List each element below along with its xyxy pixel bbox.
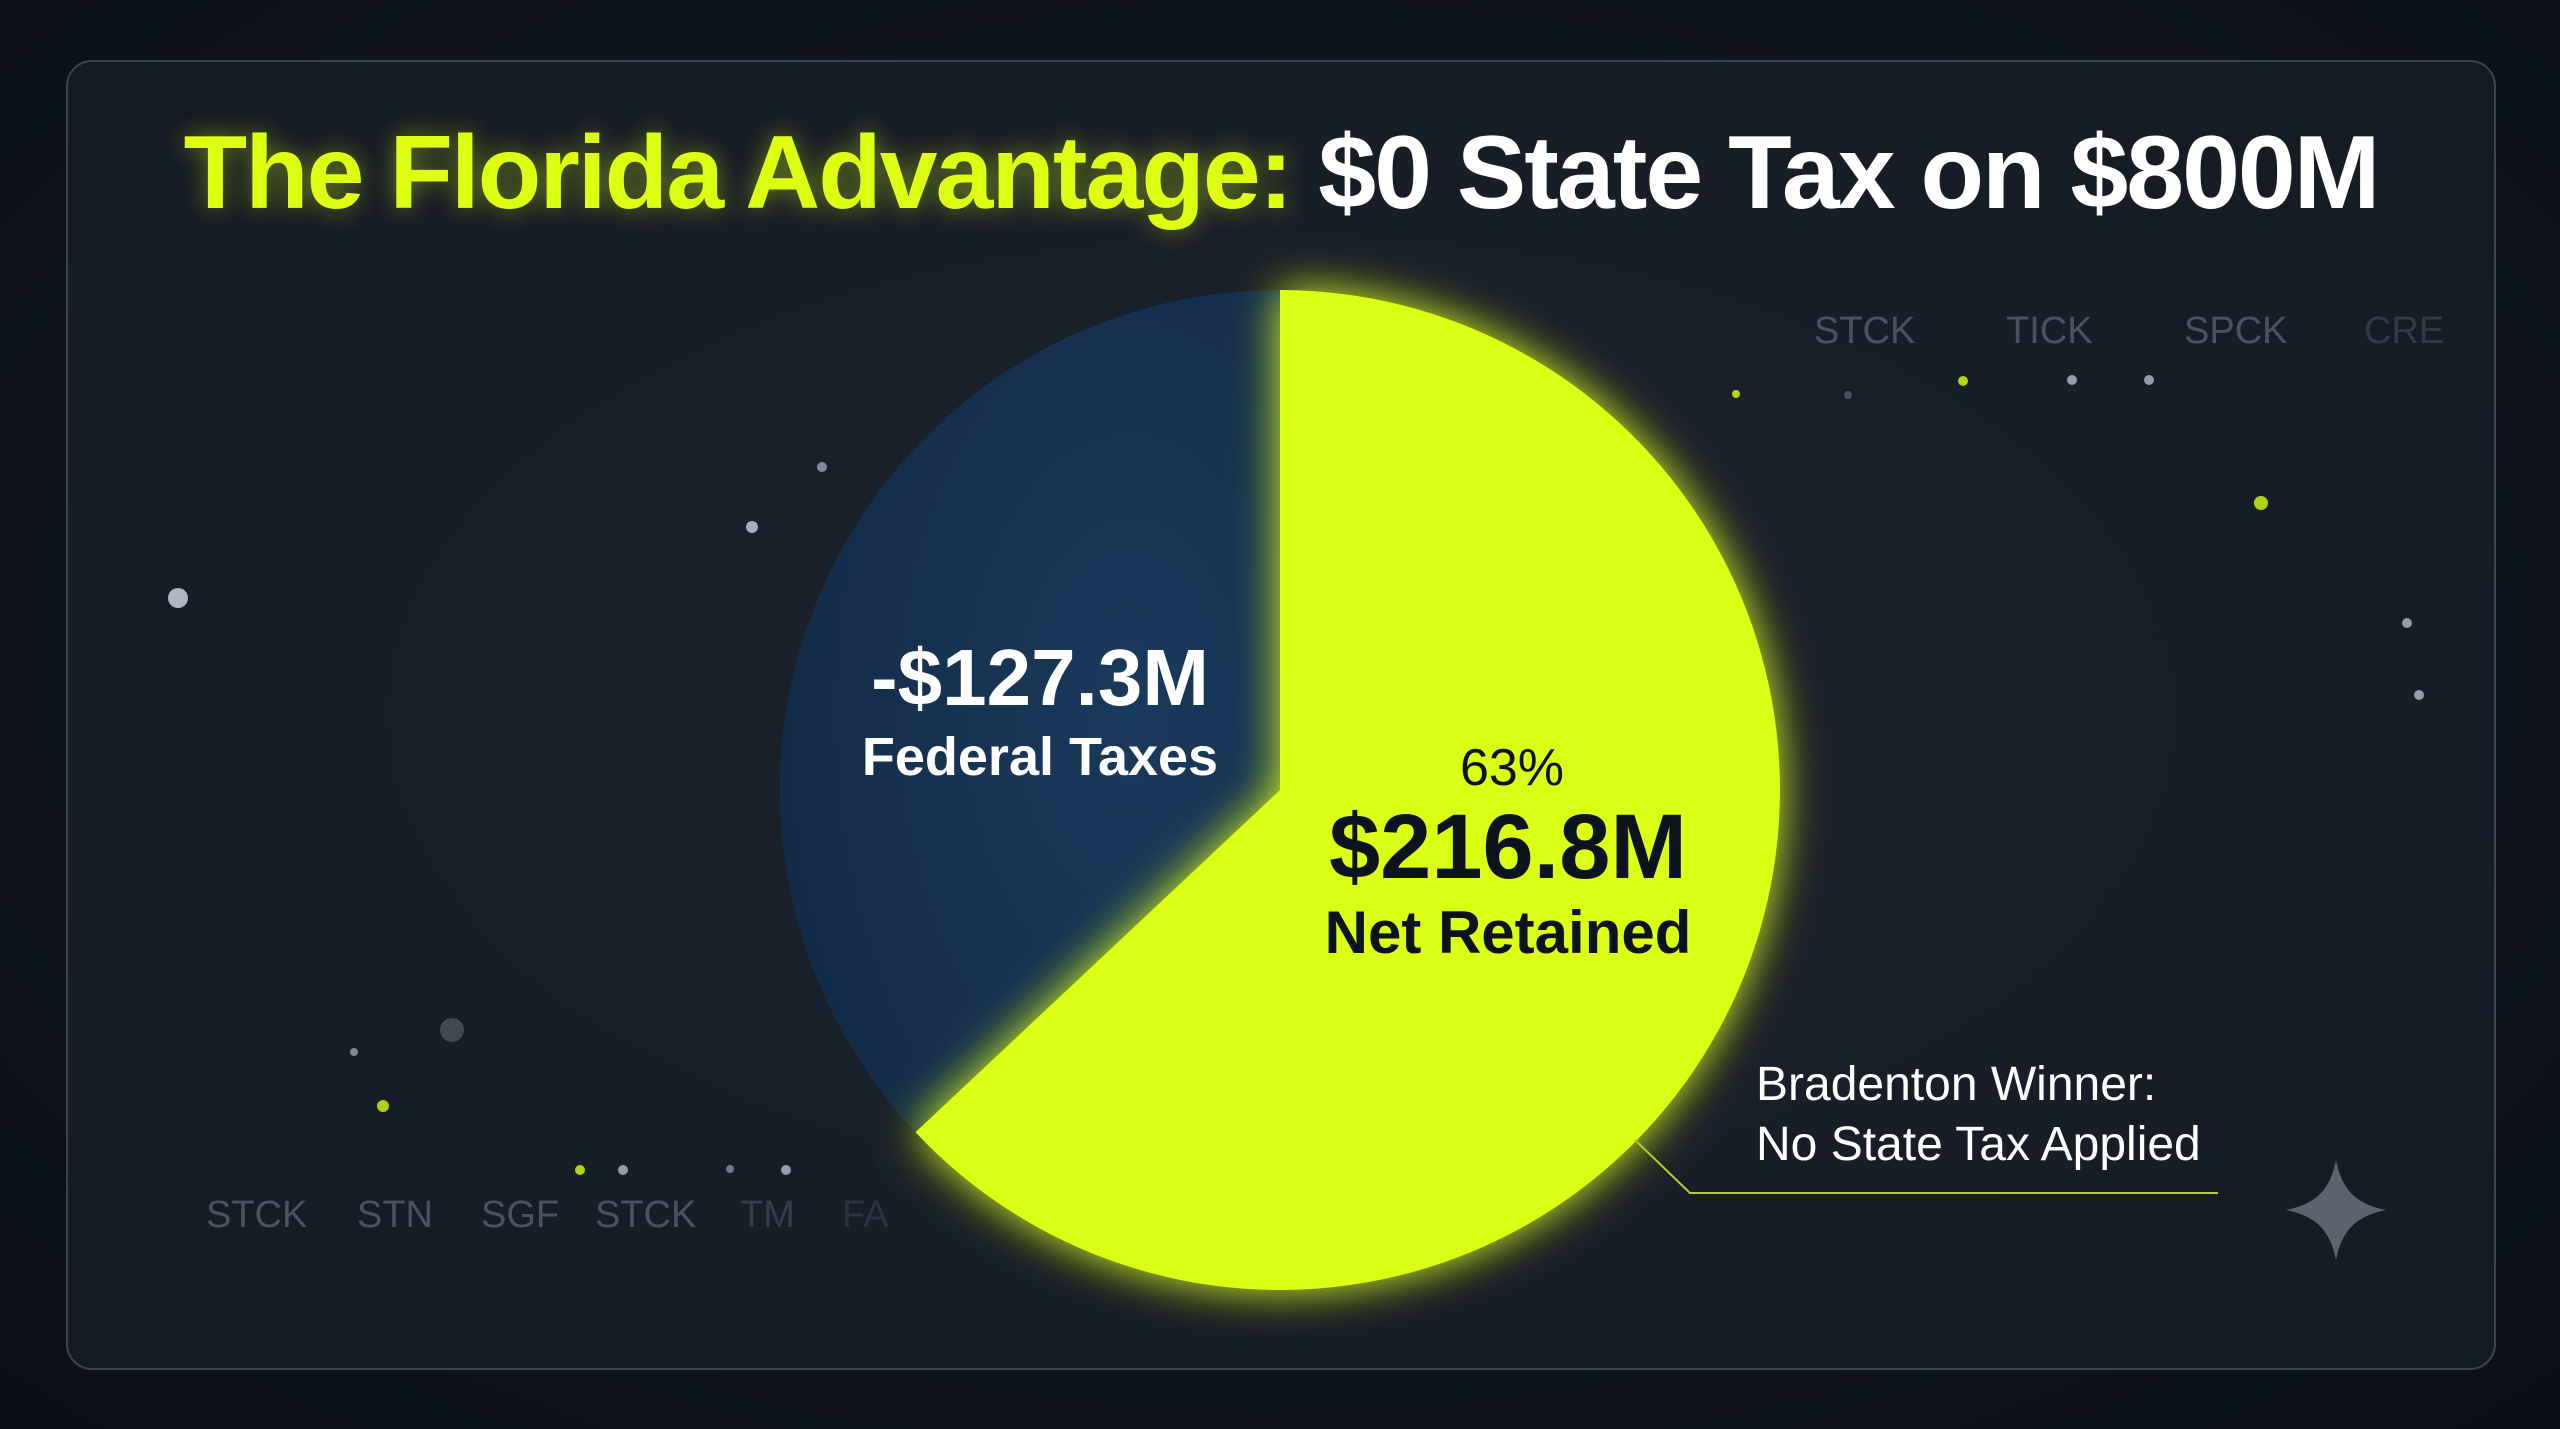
annotation-leader-line <box>1634 1139 2218 1194</box>
annotation-line-2: No State Tax Applied <box>1756 1118 2201 1171</box>
dot <box>2067 375 2077 385</box>
ticker-label: STCK <box>206 1194 307 1236</box>
slice-value-label-federal: -$127.3M <box>871 633 1209 722</box>
dot <box>2414 690 2424 700</box>
dot <box>1732 390 1740 398</box>
sparkle-icon <box>2286 1160 2386 1260</box>
tickers-top: STCK TICK SPCK CRE <box>1814 310 2444 352</box>
ticker-label: CRE <box>2364 310 2444 352</box>
dot <box>2144 375 2154 385</box>
dot <box>1958 376 1968 386</box>
dot <box>781 1165 791 1175</box>
title-rest: $0 State Tax on $800M <box>1291 115 2380 231</box>
dot <box>440 1018 464 1042</box>
slice-name-label-federal: Federal Taxes <box>862 727 1218 787</box>
ticker-label: SPCK <box>2184 310 2287 352</box>
ticker-label: STN <box>357 1194 433 1236</box>
dot <box>2402 618 2412 628</box>
slice-name-label-net: Net Retained <box>1325 899 1692 966</box>
pie-slice-net-retained <box>915 290 1780 1290</box>
slice-value-label-net: $216.8M <box>1329 796 1687 898</box>
dot <box>746 521 758 533</box>
dot <box>817 462 827 472</box>
ticker-label: TICK <box>2006 310 2093 352</box>
ticker-label: SGF <box>481 1194 559 1236</box>
ticker-label: TM <box>740 1194 795 1236</box>
dot <box>350 1048 358 1056</box>
pie-slice-federal-taxes <box>779 290 1280 1133</box>
dot <box>618 1165 628 1175</box>
dot <box>2254 496 2268 510</box>
title-accent: The Florida Advantage: <box>183 115 1294 231</box>
dot <box>377 1100 389 1112</box>
tickers-bottom: STCK STN SGF STCK TM FA <box>206 1194 889 1236</box>
dot <box>575 1165 585 1175</box>
ticker-label: FA <box>842 1194 889 1236</box>
dot <box>1844 391 1852 399</box>
decorative-dots <box>168 375 2424 1175</box>
ticker-label: STCK <box>595 1194 696 1236</box>
ticker-label: STCK <box>1814 310 1915 352</box>
dot <box>726 1165 734 1173</box>
dot <box>168 588 188 608</box>
slice-percent-label-net: 63% <box>1460 739 1564 797</box>
chart-title: The Florida Advantage: $0 State Tax on $… <box>68 114 2494 233</box>
annotation-line-1: Bradenton Winner: <box>1756 1058 2156 1111</box>
